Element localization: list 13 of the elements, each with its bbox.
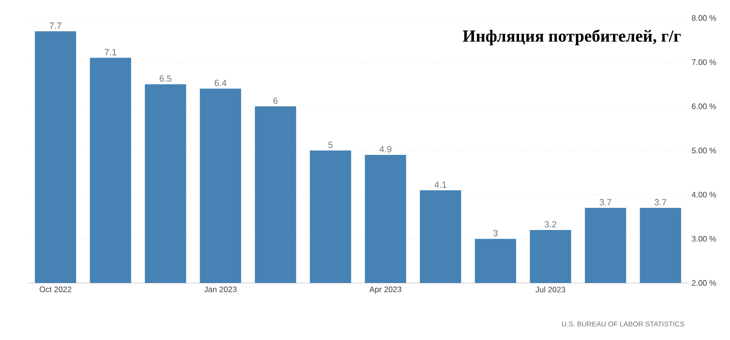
data-label: 6.4: [214, 80, 226, 86]
data-label: 3.7: [600, 199, 612, 206]
data-label: 3.7: [654, 199, 666, 206]
data-label: 3.2: [544, 221, 556, 228]
data-label: 7.7: [50, 22, 62, 29]
text: Инфляция потребителей, г/г: [462, 29, 681, 46]
data-label: 6: [273, 97, 278, 104]
data-label: 7.1: [104, 49, 116, 56]
data-label: 5: [328, 142, 333, 148]
data-label: 3: [493, 230, 498, 236]
data-label: 4.1: [434, 182, 446, 188]
data-label: 4.9: [379, 146, 392, 152]
data-label: 6.5: [160, 75, 172, 82]
